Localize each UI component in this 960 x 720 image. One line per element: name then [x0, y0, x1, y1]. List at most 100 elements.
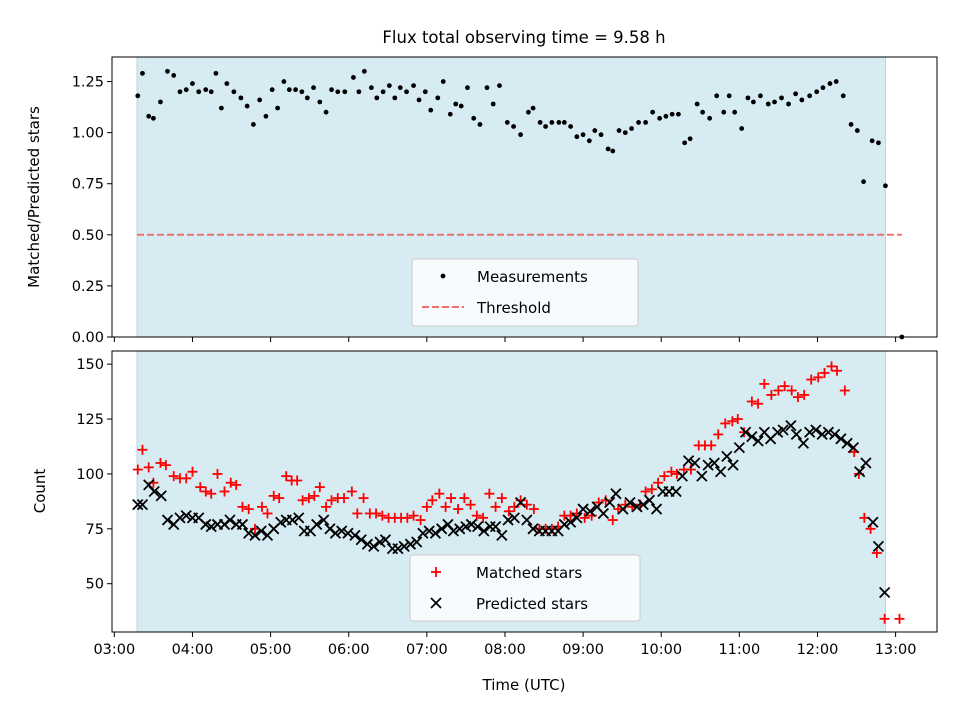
measurements-point	[281, 79, 287, 84]
predicted-stars-point	[417, 527, 429, 539]
measurements-point	[530, 105, 536, 111]
matched-stars-point	[377, 510, 388, 521]
matched-stars-point	[732, 414, 743, 425]
top-ylabel: Matched/Predicted stars	[25, 106, 43, 288]
matched-stars-point	[346, 486, 357, 497]
matched-stars-point	[471, 510, 482, 521]
bottom-plot-frame	[111, 350, 938, 633]
matched-stars-point	[225, 477, 236, 488]
predicted-stars-point	[785, 420, 797, 432]
measurements-point	[190, 81, 195, 86]
predicted-stars-point	[148, 485, 160, 498]
measurements-point	[876, 140, 881, 146]
matched-stars-point	[773, 385, 784, 396]
matched-stars-point	[666, 466, 677, 477]
matched-stars-point	[871, 547, 882, 558]
matched-stars-point	[799, 389, 810, 400]
measurements-point	[854, 128, 860, 133]
predicted-stars-point	[404, 538, 417, 550]
measurements-point	[543, 124, 548, 129]
measurements-point	[739, 126, 745, 131]
matched-stars-point	[706, 440, 717, 451]
predicted-stars-point	[243, 527, 255, 539]
predicted-stars-point	[696, 470, 708, 482]
measurements-point	[726, 93, 732, 99]
measurements-point	[411, 83, 416, 89]
matched-stars-point	[659, 471, 670, 482]
predicted-stars-point	[797, 437, 810, 449]
predicted-stars-point	[643, 494, 656, 506]
measurements-point	[165, 68, 170, 74]
matched-stars-point	[894, 613, 905, 624]
measurements-point	[793, 91, 798, 97]
matched-stars-point	[303, 493, 314, 504]
predicted-stars-point	[689, 457, 701, 469]
legend-predicted-label: Predicted stars	[476, 595, 588, 613]
xtick-label: 11:00	[718, 642, 760, 658]
top-panel: Flux total observing time = 9.58 h 0.00 0…	[25, 28, 938, 346]
measurements-point	[833, 79, 839, 84]
measurements-point	[304, 95, 310, 101]
matched-stars-point	[832, 365, 842, 376]
measurements-point	[275, 105, 281, 111]
measurements-point	[471, 115, 477, 121]
predicted-stars-point	[471, 520, 484, 533]
measurements-point	[374, 95, 380, 101]
measurements-point	[299, 89, 305, 95]
matched-stars-point	[200, 486, 211, 497]
measurements-point	[135, 93, 141, 99]
predicted-stars-point	[867, 516, 879, 528]
predicted-stars-point	[650, 503, 663, 515]
predicted-stars-point	[854, 466, 866, 478]
predicted-stars-point	[860, 457, 872, 469]
matched-stars-point	[195, 482, 206, 493]
matched-stars-point	[321, 501, 332, 512]
measurements-point	[238, 95, 244, 101]
measurements-point	[213, 70, 219, 76]
predicted-stars-point	[577, 503, 589, 515]
matched-stars-point	[206, 488, 217, 499]
matched-stars-point	[713, 429, 724, 440]
measurements-point	[586, 138, 592, 144]
predicted-stars-point	[558, 518, 570, 531]
measurements-point	[537, 120, 543, 125]
predicted-stars-point	[478, 525, 490, 537]
matched-stars-point	[819, 367, 830, 378]
measurements-point	[568, 124, 573, 129]
legend-threshold-label: Threshold	[476, 299, 551, 317]
ytick-label: 75	[86, 522, 104, 538]
matched-stars-point	[640, 486, 651, 497]
matched-stars-point	[459, 493, 470, 504]
predicted-stars-point	[342, 527, 354, 539]
matched-stars-point	[155, 457, 166, 468]
measurements-point	[311, 85, 316, 91]
predicted-stars-point	[829, 428, 841, 441]
measurements-point	[799, 97, 805, 103]
measurements-point	[484, 85, 490, 91]
measurements-point	[869, 138, 875, 144]
matched-stars-point	[786, 385, 797, 396]
predicted-stars-point	[879, 586, 891, 599]
matched-stars-point	[143, 462, 154, 473]
predicted-stars-point	[368, 540, 380, 553]
matched-stars-point	[212, 468, 223, 479]
predicted-stars-point	[136, 499, 149, 511]
measurements-point	[203, 87, 209, 93]
measurements-point	[329, 87, 334, 93]
matched-stars-point	[646, 484, 657, 495]
matched-stars-point	[415, 515, 426, 526]
predicted-stars-point	[708, 457, 720, 469]
predicted-stars-point	[161, 514, 174, 526]
measurements-point	[732, 109, 738, 115]
matched-stars-point	[427, 495, 438, 506]
measurements-point	[465, 85, 470, 91]
matched-stars-point	[806, 374, 817, 385]
predicted-stars-point	[777, 424, 789, 436]
xtick-label: 04:00	[172, 642, 214, 658]
matched-stars-point	[465, 499, 476, 510]
predicted-stars-point	[739, 426, 752, 438]
measurements-point	[786, 101, 791, 107]
measurements-point	[643, 120, 648, 125]
matched-stars-point	[727, 416, 738, 427]
predicted-stars-point	[318, 514, 330, 526]
